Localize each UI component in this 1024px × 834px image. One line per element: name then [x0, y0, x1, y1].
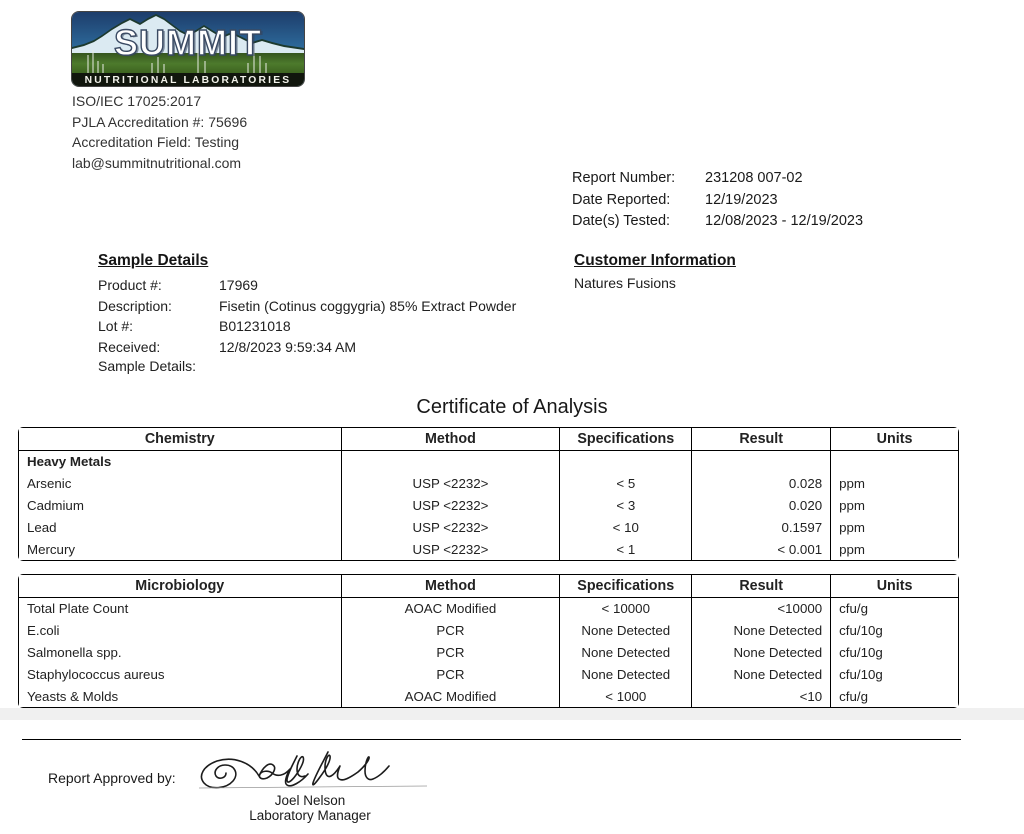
svg-text:SUMMIT: SUMMIT	[114, 22, 262, 63]
svg-text:NUTRITIONAL LABORATORIES: NUTRITIONAL LABORATORIES	[85, 75, 292, 86]
